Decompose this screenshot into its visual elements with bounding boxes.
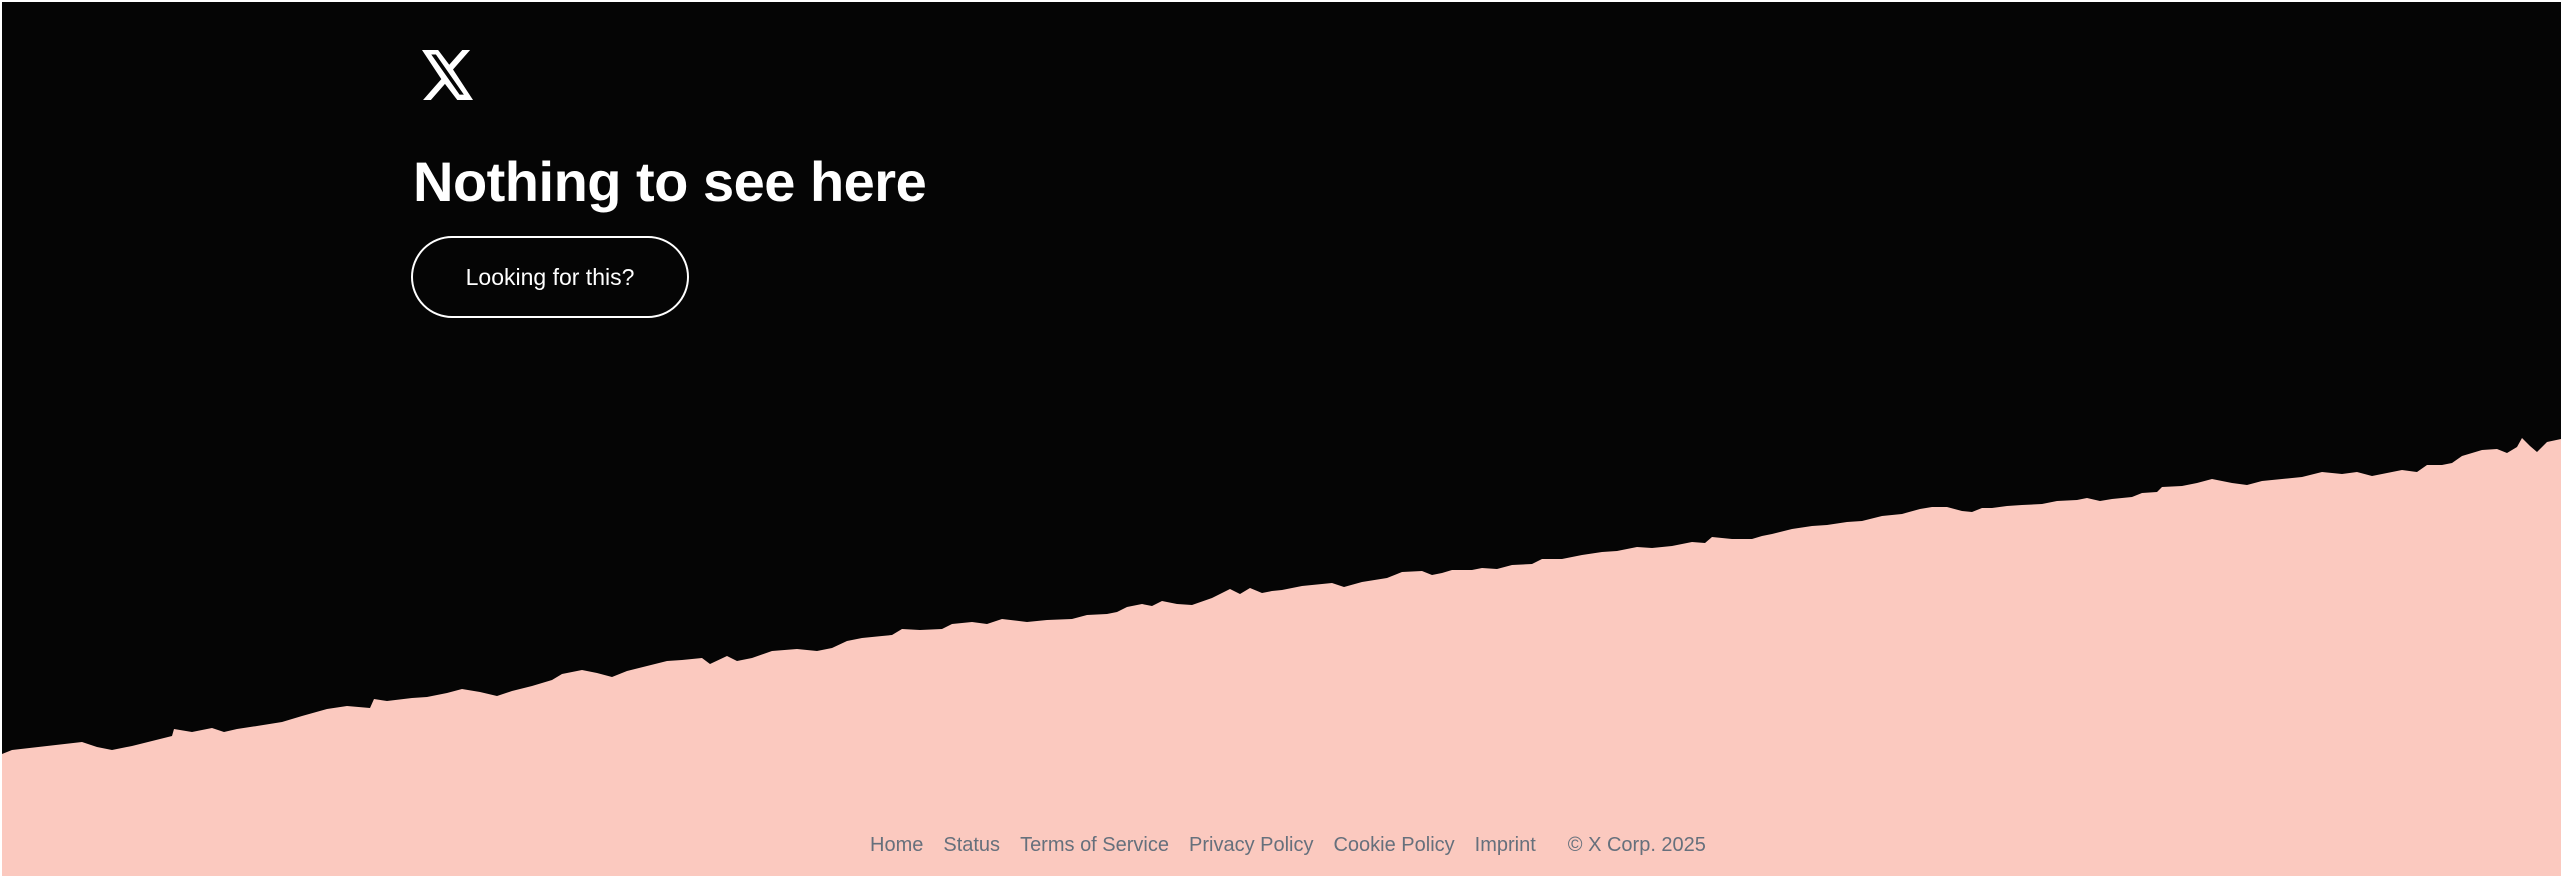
footer-link-status[interactable]: Status [943, 833, 1001, 856]
footer-link-terms-of-service[interactable]: Terms of Service [1020, 833, 1169, 856]
footer-link-imprint[interactable]: Imprint [1474, 833, 1536, 856]
footer-link-privacy-policy[interactable]: Privacy Policy [1189, 833, 1314, 856]
footer-link-home[interactable]: Home [870, 833, 924, 856]
looking-for-this-button[interactable]: Looking for this? [411, 236, 689, 318]
footer-link-cookie-policy[interactable]: Cookie Policy [1333, 833, 1455, 856]
copyright-text: © X Corp. 2025 [1567, 833, 1706, 856]
footer: Home Status Terms of Service Privacy Pol… [870, 830, 1706, 860]
torn-paper-shape [2, 438, 2561, 876]
x-logo-icon[interactable] [422, 50, 475, 100]
page-title: Nothing to see here [413, 150, 927, 213]
